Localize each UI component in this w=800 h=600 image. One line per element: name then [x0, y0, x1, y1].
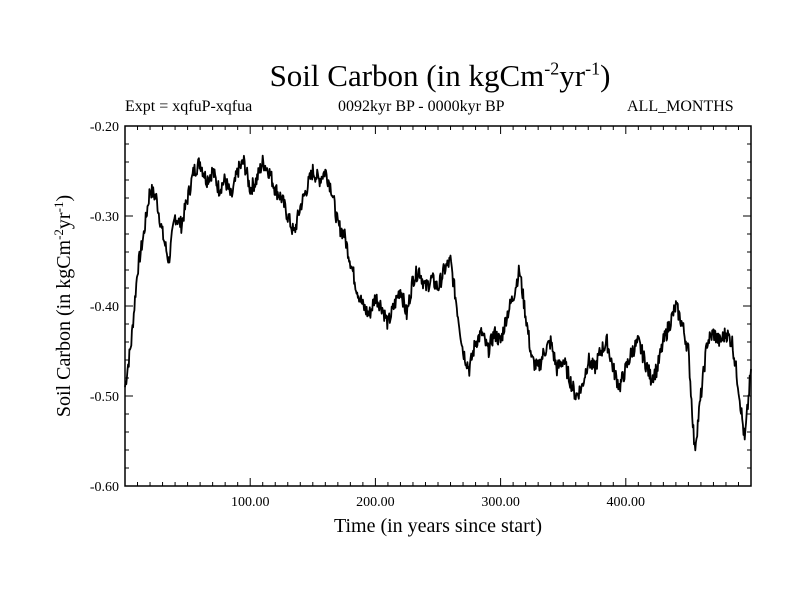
plot-frame [124, 125, 752, 487]
chart-title: Soil Carbon (in kgCm-2yr-1) [269, 58, 611, 93]
months-label: ALL_MONTHS [627, 98, 734, 115]
y-axis-label: Soil Carbon (in kgCm-2yr-1) [51, 195, 76, 417]
y-tick-label: -0.30 [90, 210, 119, 225]
y-tick-label: -0.40 [90, 300, 119, 315]
y-tick-label: -0.50 [90, 390, 119, 405]
experiment-label: Expt = xqfuP-xqfua [125, 98, 253, 115]
x-tick-label: 300.00 [481, 495, 520, 510]
axis-ticks [125, 126, 751, 486]
soil-carbon-line [124, 154, 752, 452]
y-tick-label: -0.20 [90, 120, 119, 135]
x-tick-label: 400.00 [607, 495, 646, 510]
x-tick-label: 200.00 [356, 495, 395, 510]
y-tick-label: -0.60 [90, 480, 119, 495]
tick-labels: 100.00 200.00 300.00 400.00 -0.60 -0.50 -0.40 -… [90, 120, 645, 510]
x-tick-label: 100.00 [231, 495, 270, 510]
period-label: 0092kyr BP - 0000kyr BP [338, 98, 505, 115]
x-axis-label: Time (in years since start) [334, 515, 542, 537]
